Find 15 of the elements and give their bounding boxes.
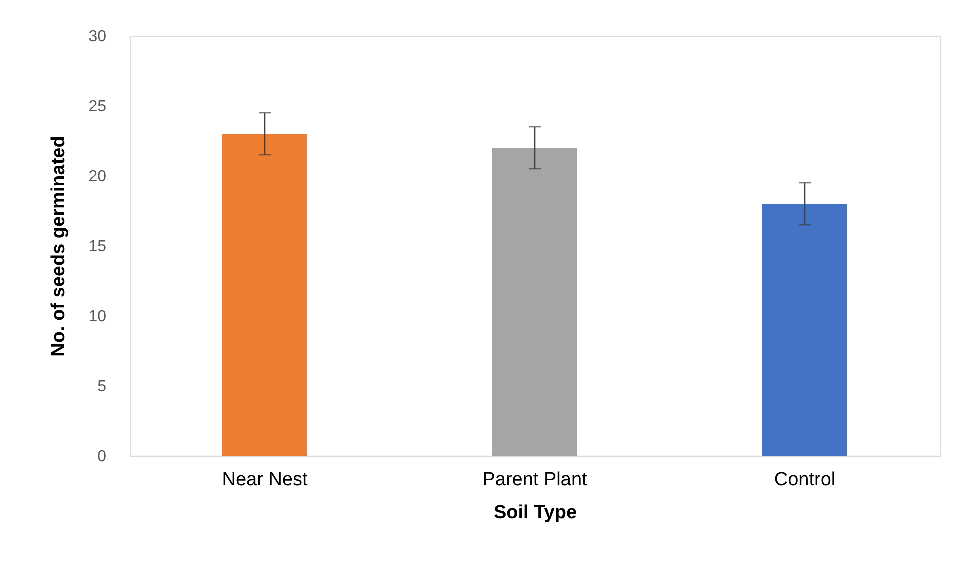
y-tick-label: 25 bbox=[88, 98, 107, 116]
bar bbox=[492, 148, 578, 456]
x-tick-label: Parent Plant bbox=[482, 470, 588, 490]
x-axis-title: Soil Type bbox=[494, 502, 578, 524]
y-tick-label: 15 bbox=[88, 238, 107, 256]
y-tick-label: 10 bbox=[88, 308, 107, 326]
bar bbox=[762, 204, 848, 456]
x-tick-label: Control bbox=[774, 470, 836, 490]
y-tick-label: 0 bbox=[98, 448, 107, 466]
y-tick-label: 20 bbox=[88, 168, 107, 186]
bar bbox=[222, 134, 308, 456]
y-axis-title: No. of seeds germinated bbox=[48, 136, 70, 357]
x-tick-label: Near Nest bbox=[222, 470, 308, 490]
y-tick-label: 5 bbox=[98, 378, 107, 396]
y-tick-label: 30 bbox=[88, 28, 107, 46]
